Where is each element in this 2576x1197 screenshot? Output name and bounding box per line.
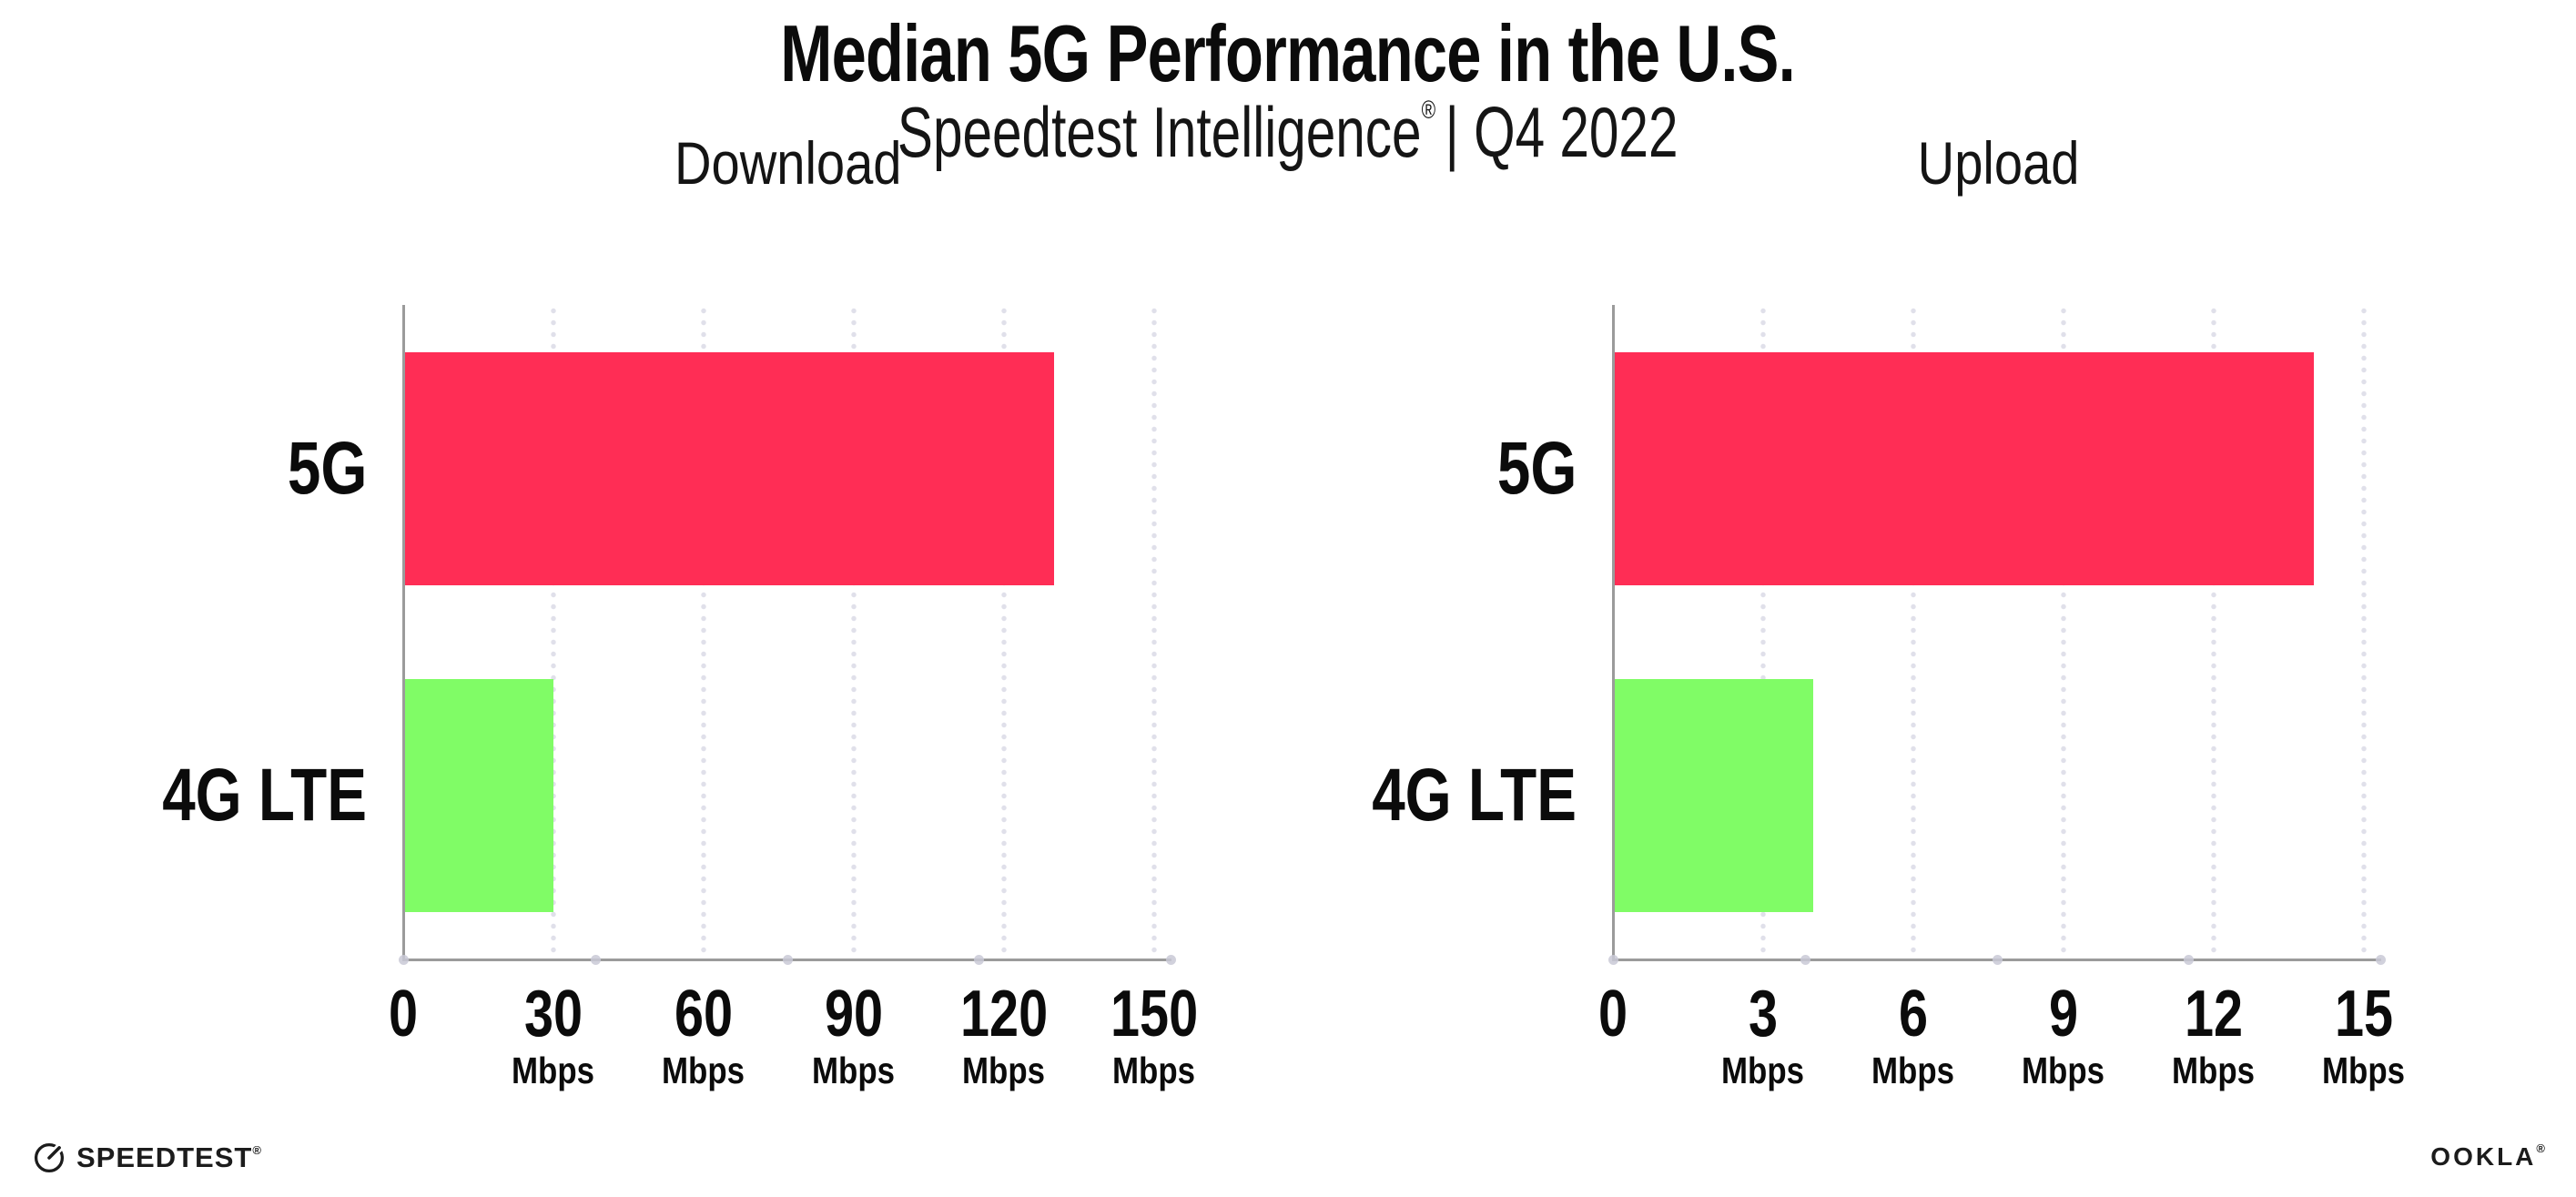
axis-dot xyxy=(782,955,793,965)
ookla-logo: OOKLA® xyxy=(2430,1141,2545,1172)
y-axis xyxy=(402,305,405,961)
tick-label-text: 60 xyxy=(674,978,734,1050)
tick-unit-text: Mbps xyxy=(1112,1050,1196,1091)
axis-dot xyxy=(1166,955,1176,965)
tick-label-30: 30 xyxy=(417,981,690,1047)
speedtest-logo: SPEEDTEST® xyxy=(33,1134,261,1182)
chart-title-upload: Upload xyxy=(1635,133,2363,193)
tick-unit-text: Mbps xyxy=(962,1050,1046,1091)
tick-label-15: 15 xyxy=(2227,981,2500,1047)
category-label-5g: 5G xyxy=(0,431,367,506)
tick-unit-text: Mbps xyxy=(1871,1050,1955,1091)
tick-label-text: 3 xyxy=(1748,978,1779,1050)
speedtest-wordmark: SPEEDTEST® xyxy=(76,1141,261,1174)
tick-label-6: 6 xyxy=(1777,981,2050,1047)
subtitle-period: | Q4 2022 xyxy=(1445,92,1678,172)
axis-dot xyxy=(974,955,985,965)
chart-title-download: Download xyxy=(424,133,1152,193)
tick-label-text: 90 xyxy=(824,978,884,1050)
tick-unit-text: Mbps xyxy=(512,1050,595,1091)
tick-unit-label: Mbps xyxy=(2227,1052,2500,1090)
tick-label-60: 60 xyxy=(567,981,840,1047)
gridline-9 xyxy=(2061,305,2066,959)
axis-dot xyxy=(399,955,409,965)
tick-unit-label: Mbps xyxy=(417,1052,690,1090)
gridline-12 xyxy=(2211,305,2216,959)
tick-unit-label: Mbps xyxy=(1627,1052,1900,1090)
category-label-4g-lte: 4G LTE xyxy=(0,758,367,833)
tick-label-text: 0 xyxy=(1597,978,1628,1050)
tick-label-12: 12 xyxy=(2077,981,2350,1047)
tick-label-9: 9 xyxy=(1927,981,2200,1047)
page-title: Median 5G Performance in the U.S. xyxy=(0,7,2576,100)
speedtest-trademark-symbol: ® xyxy=(252,1143,261,1157)
category-label-text: 5G xyxy=(287,427,367,510)
bar-4g-lte xyxy=(403,679,553,912)
gridline-6 xyxy=(1911,305,1916,959)
gridline-90 xyxy=(851,305,857,959)
tick-label-text: 30 xyxy=(523,978,583,1050)
axis-dot xyxy=(590,955,601,965)
category-label-5g: 5G xyxy=(1194,431,1577,506)
page-subtitle: Speedtest Intelligence® | Q4 2022 xyxy=(0,91,2576,174)
ookla-wordmark-text: OOKLA xyxy=(2430,1142,2537,1171)
tick-label-text: 6 xyxy=(1898,978,1929,1050)
gridline-30 xyxy=(551,305,556,959)
tick-label-text: 120 xyxy=(959,978,1049,1050)
category-label-4g-lte: 4G LTE xyxy=(1194,758,1577,833)
tick-unit-label: Mbps xyxy=(1927,1052,2200,1090)
category-label-text: 4G LTE xyxy=(162,754,367,837)
tick-label-3: 3 xyxy=(1627,981,1900,1047)
category-label-text: 4G LTE xyxy=(1372,754,1577,837)
y-axis xyxy=(1612,305,1615,961)
tick-unit-label: Mbps xyxy=(2077,1052,2350,1090)
axis-dot xyxy=(2184,955,2195,965)
axis-dot xyxy=(1992,955,2003,965)
tick-label-0: 0 xyxy=(1476,981,1749,1047)
axis-dot xyxy=(1608,955,1618,965)
ookla-trademark-symbol: ® xyxy=(2536,1141,2545,1155)
page-title-text: Median 5G Performance in the U.S. xyxy=(780,8,1797,98)
gridline-120 xyxy=(1001,305,1007,959)
bar-5g xyxy=(1613,352,2314,585)
speedtest-wordmark-text: SPEEDTEST xyxy=(76,1141,253,1173)
axis-dot xyxy=(2376,955,2386,965)
tick-unit-label: Mbps xyxy=(567,1052,840,1090)
axis-dot xyxy=(1800,955,1810,965)
tick-label-text: 12 xyxy=(2184,978,2244,1050)
tick-unit-label: Mbps xyxy=(1777,1052,2050,1090)
gridline-60 xyxy=(701,305,706,959)
tick-unit-text: Mbps xyxy=(1721,1050,1805,1091)
tick-unit-label: Mbps xyxy=(1018,1052,1291,1090)
tick-label-150: 150 xyxy=(1018,981,1291,1047)
gridline-150 xyxy=(1151,305,1157,959)
tick-label-text: 150 xyxy=(1110,978,1199,1050)
tick-unit-text: Mbps xyxy=(812,1050,896,1091)
subtitle-brand: Speedtest Intelligence xyxy=(898,92,1422,172)
chart-title-text: Download xyxy=(674,129,902,197)
tick-label-text: 0 xyxy=(388,978,419,1050)
tick-unit-label: Mbps xyxy=(867,1052,1141,1090)
bar-5g xyxy=(403,352,1054,585)
tick-unit-text: Mbps xyxy=(2172,1050,2256,1091)
tick-label-0: 0 xyxy=(267,981,540,1047)
tick-unit-text: Mbps xyxy=(2322,1050,2406,1091)
tick-label-text: 15 xyxy=(2334,978,2394,1050)
tick-unit-text: Mbps xyxy=(662,1050,745,1091)
page-subtitle-text: Speedtest Intelligence® | Q4 2022 xyxy=(898,91,1678,174)
gridline-15 xyxy=(2361,305,2367,959)
chart-title-text: Upload xyxy=(1918,129,2080,197)
tick-unit-label: Mbps xyxy=(717,1052,990,1090)
category-label-text: 5G xyxy=(1496,427,1577,510)
gridline-3 xyxy=(1760,305,1766,959)
bar-4g-lte xyxy=(1613,679,1813,912)
tick-label-90: 90 xyxy=(717,981,990,1047)
tick-label-120: 120 xyxy=(867,981,1141,1047)
speedtest-gauge-icon xyxy=(34,1141,66,1173)
tick-label-text: 9 xyxy=(2048,978,2079,1050)
registered-mark: ® xyxy=(1421,95,1436,124)
tick-unit-text: Mbps xyxy=(2022,1050,2105,1091)
